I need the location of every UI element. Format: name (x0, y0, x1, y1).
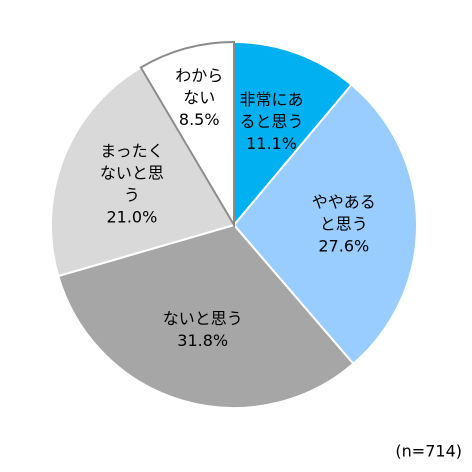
value-label: 11.1% (246, 133, 297, 152)
pie-slice (232, 83, 418, 366)
slice-label: ないと思う 31.8% (163, 309, 243, 350)
slice-label: ややあると思う 27.6% (312, 192, 376, 255)
slice-label-line: う (124, 185, 140, 204)
value-label: 21.0% (106, 207, 157, 226)
value-label: 27.6% (318, 236, 369, 255)
slice-label: 非常にあると思う 11.1% (240, 89, 304, 152)
slice-label: まったくないと思う 21.0% (100, 141, 164, 226)
sample-note: (n=714) (395, 442, 462, 461)
slice-label-line: まったく (100, 141, 163, 160)
pie-slice (57, 223, 355, 409)
slice-label-line: ない (183, 87, 215, 106)
slice-label-line: と思う (320, 214, 368, 233)
value-label: 31.8% (177, 331, 228, 350)
pie-slice (233, 40, 353, 228)
value-label: 8.5% (179, 109, 220, 128)
slice-label-line: ないと思 (100, 163, 164, 182)
slice-label-line: わから (175, 65, 223, 84)
slice-label-line: ると思う (240, 111, 304, 130)
pie-slice (139, 40, 235, 229)
slice-label-line: 非常にあ (240, 89, 304, 108)
slice-label-line: ややある (312, 192, 376, 211)
pie-slice (50, 66, 236, 278)
slice-label: わからない 8.5% (175, 65, 223, 128)
slice-label-line: ないと思う (163, 309, 243, 328)
